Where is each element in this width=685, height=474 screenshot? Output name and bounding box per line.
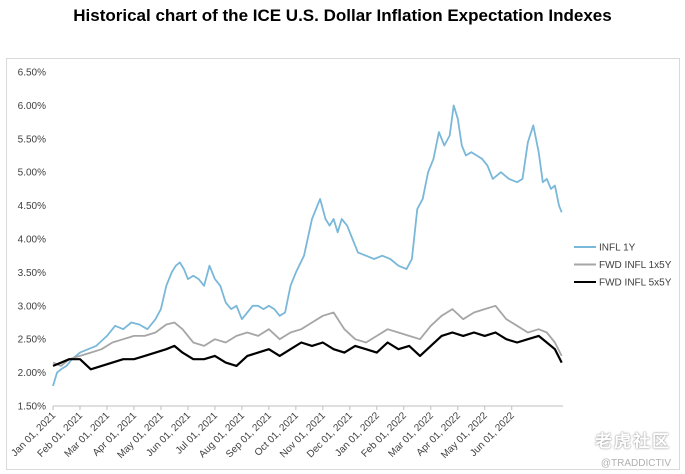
y-tick-label: 6.50% <box>18 68 46 79</box>
y-tick-label: 3.00% <box>18 301 46 312</box>
y-tick-label: 2.00% <box>18 368 46 379</box>
infl-1y-line <box>52 104 563 387</box>
y-axis: 1.50% 2.00% 2.50% 3.00% 3.50% 4.00% 4.50% 5.00%… <box>18 68 46 413</box>
series-lines <box>52 104 563 387</box>
fwd-infl-1x5y-line <box>52 304 563 367</box>
y-tick-label: 3.50% <box>18 268 46 279</box>
chart-frame <box>6 58 680 470</box>
y-tick-label: 5.50% <box>18 134 46 145</box>
legend-label: FWD INFL 1x5Y <box>599 260 672 271</box>
y-tick-label: 4.50% <box>18 201 46 212</box>
legend-label: FWD INFL 5x5Y <box>599 278 672 289</box>
legend-label: INFL 1Y <box>599 243 636 254</box>
y-tick-label: 6.00% <box>18 101 46 112</box>
y-tick-label: 5.00% <box>18 168 46 179</box>
y-tick-label: 2.50% <box>18 335 46 346</box>
chart-title: Historical chart of the ICE U.S. Dollar … <box>73 6 612 25</box>
y-tick-label: 4.00% <box>18 235 46 246</box>
legend: INFL 1Y FWD INFL 1x5Y FWD INFL 5x5Y <box>574 243 672 289</box>
fwd-infl-5x5y-line <box>52 331 563 371</box>
watermark-handle: @TRADDICTIV <box>600 458 671 469</box>
y-tick-label: 1.50% <box>18 402 46 413</box>
watermark-logo: 老虎社区 <box>595 432 671 451</box>
